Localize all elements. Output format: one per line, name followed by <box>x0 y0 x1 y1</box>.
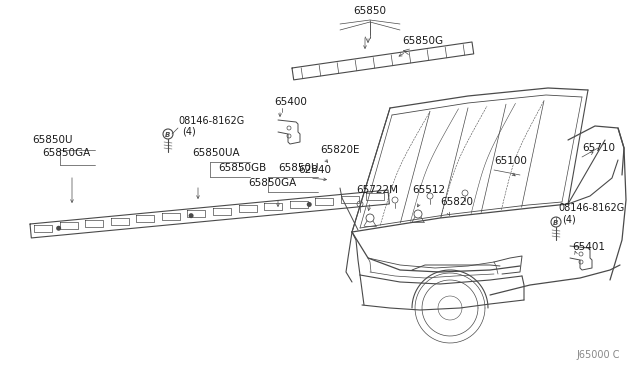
Text: 65400: 65400 <box>274 97 307 107</box>
Text: B: B <box>165 132 171 138</box>
Text: 62840: 62840 <box>298 165 331 175</box>
Text: 65100: 65100 <box>494 156 527 166</box>
Text: B: B <box>554 220 559 226</box>
Text: 65710: 65710 <box>582 143 615 153</box>
Text: 65401: 65401 <box>572 242 605 252</box>
Text: 08146-8162G: 08146-8162G <box>558 203 624 213</box>
Text: 65850UA: 65850UA <box>192 148 239 158</box>
Circle shape <box>307 202 312 207</box>
Text: 08146-8162G: 08146-8162G <box>178 116 244 126</box>
Text: J65000 C: J65000 C <box>576 350 620 360</box>
Text: (4): (4) <box>182 127 196 137</box>
Text: (4): (4) <box>562 214 576 224</box>
Circle shape <box>189 213 193 218</box>
Circle shape <box>56 226 61 231</box>
Text: 65722M: 65722M <box>356 185 398 195</box>
Text: 65820E: 65820E <box>320 145 360 155</box>
Text: 65850GA: 65850GA <box>248 178 296 188</box>
Text: 65820: 65820 <box>440 197 473 207</box>
Text: 65850G: 65850G <box>402 36 443 46</box>
Text: 65850U: 65850U <box>278 163 319 173</box>
Text: 65850U: 65850U <box>32 135 72 145</box>
Text: 65850GB: 65850GB <box>218 163 266 173</box>
Text: 65512: 65512 <box>412 185 445 195</box>
Text: 65850GA: 65850GA <box>42 148 90 158</box>
Text: 65850: 65850 <box>353 6 387 16</box>
